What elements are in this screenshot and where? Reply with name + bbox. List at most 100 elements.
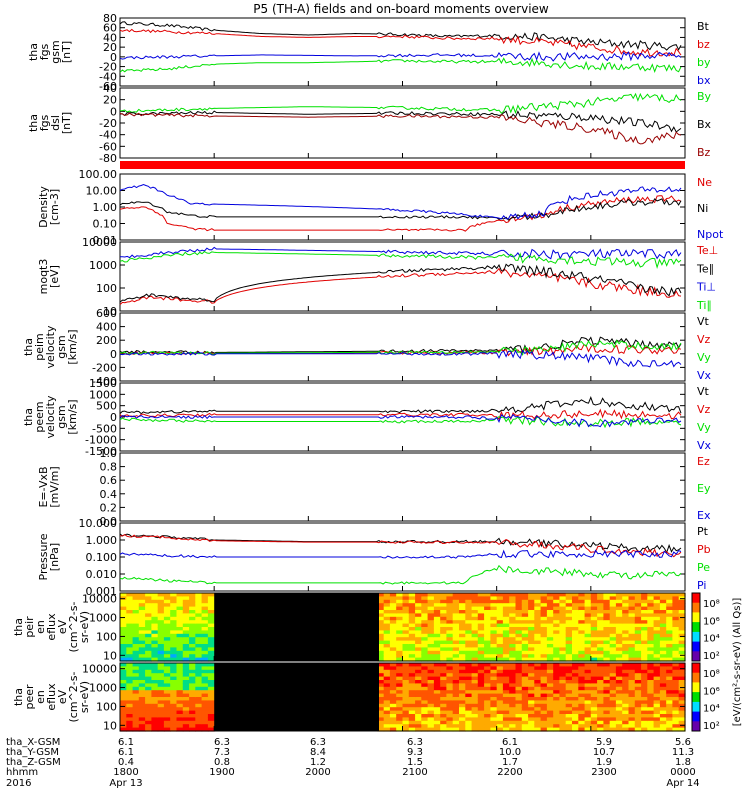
spectrogram-cell xyxy=(132,650,140,655)
spectrogram-cell xyxy=(201,680,209,684)
x-axis-year: 2016 xyxy=(6,778,31,789)
spectrogram-cell xyxy=(609,633,617,638)
spectrogram-cell xyxy=(534,663,542,667)
spectrogram-cell xyxy=(609,683,617,688)
spectrogram-cell xyxy=(377,640,385,645)
spectrogram-cell xyxy=(383,669,391,674)
spectrogram-cell xyxy=(396,724,404,729)
spectrogram-cell xyxy=(163,669,171,674)
spectrogram-cell xyxy=(396,633,404,638)
spectrogram-cell xyxy=(207,630,215,635)
spectrogram-cell xyxy=(415,666,422,671)
spectrogram-cell xyxy=(572,717,579,722)
spectrogram-cell xyxy=(163,640,171,645)
spectrogram-cell xyxy=(546,724,554,729)
spectrogram-cell xyxy=(477,714,485,718)
spectrogram-cell xyxy=(151,623,159,628)
spectrogram-cell xyxy=(590,693,598,698)
spectrogram-cell xyxy=(628,714,636,718)
spectrogram-cell xyxy=(126,606,134,611)
spectrogram-cell xyxy=(415,630,422,635)
spectrogram-cell xyxy=(176,710,184,715)
spectrogram-cell xyxy=(163,693,171,698)
spectrogram-cell xyxy=(521,596,529,601)
series-line xyxy=(119,413,682,428)
spectrogram-cell xyxy=(609,686,617,691)
spectrogram-cell xyxy=(408,680,416,684)
spectrogram-cell xyxy=(377,676,385,681)
spectrogram-cell xyxy=(540,669,548,674)
spectrogram-cell xyxy=(195,720,203,725)
spectrogram-cell xyxy=(396,610,404,614)
spectrogram-cell xyxy=(427,627,435,631)
spectrogram-cell xyxy=(201,720,209,725)
spectrogram-cell xyxy=(622,610,630,614)
spectrogram-cell xyxy=(195,680,203,684)
spectrogram-cell xyxy=(132,673,140,678)
spectrogram-cell xyxy=(427,613,435,618)
spectrogram-cell xyxy=(201,623,209,628)
spectrogram-cell xyxy=(415,657,422,662)
spectrogram-cell xyxy=(597,724,604,729)
spectrogram-cell xyxy=(126,620,134,625)
spectrogram-cell xyxy=(565,703,573,708)
spectrogram-cell xyxy=(484,654,491,659)
spectrogram-cell xyxy=(584,599,592,604)
spectrogram-cell xyxy=(132,697,140,701)
legend-entry: Ex xyxy=(697,509,711,522)
spectrogram-cell xyxy=(553,690,561,695)
spectrogram-cell xyxy=(484,613,491,618)
spectrogram-cell xyxy=(534,603,542,608)
spectrogram-cell xyxy=(452,599,460,604)
spectrogram-cell xyxy=(634,720,642,725)
spectrogram-cell xyxy=(427,599,435,604)
spectrogram-cell xyxy=(446,593,454,597)
spectrogram-cell xyxy=(151,714,159,718)
spectrogram-cell xyxy=(521,663,529,667)
spectrogram-cell xyxy=(597,633,604,638)
spectrogram-cell xyxy=(622,596,630,601)
spectrogram-cell xyxy=(678,686,686,691)
spectrogram-cell xyxy=(666,623,674,628)
spectrogram-cell xyxy=(609,720,617,725)
spectrogram-cell xyxy=(672,693,680,698)
spectrogram-cell xyxy=(383,697,391,701)
spectrogram-cell xyxy=(609,599,617,604)
spectrogram-cell xyxy=(653,673,661,678)
spectrogram-cell xyxy=(465,644,473,648)
spectrogram-cell xyxy=(145,654,152,659)
spectrogram-cell xyxy=(415,703,422,708)
spectrogram-cell xyxy=(201,663,209,667)
spectrogram-cell xyxy=(515,693,523,698)
spectrogram-cell xyxy=(521,676,529,681)
spectrogram-cell xyxy=(182,724,190,729)
spectrogram-cell xyxy=(622,727,630,732)
spectrogram-cell xyxy=(578,720,586,725)
spectrogram-cell xyxy=(647,654,655,659)
spectrogram-cell xyxy=(402,663,410,667)
spectrogram-cell xyxy=(189,623,196,628)
spectrogram-cell xyxy=(389,717,397,722)
legend-entry: Bt xyxy=(697,20,710,33)
spectrogram-cell xyxy=(678,720,686,725)
spectrogram-cell xyxy=(634,620,642,625)
spectrogram-cell xyxy=(377,650,385,655)
spectrogram-cell xyxy=(540,697,548,701)
x-axis-value: 1.5 xyxy=(407,757,423,768)
spectrogram-cell xyxy=(509,697,517,701)
spectrogram-cell xyxy=(653,644,661,648)
spectrogram-cell xyxy=(201,613,209,618)
spectrogram-cell xyxy=(145,650,152,655)
spectrogram-cell xyxy=(176,693,184,698)
spectrogram-cell xyxy=(415,724,422,729)
spectrogram-cell xyxy=(126,633,134,638)
spectrogram-cell xyxy=(377,700,385,705)
spectrogram-cell xyxy=(509,680,517,684)
spectrogram-cell xyxy=(590,673,598,678)
spectrogram-cell xyxy=(465,724,473,729)
legend-entry: Te⊥ xyxy=(696,244,718,257)
spectrogram-cell xyxy=(151,633,159,638)
y-tick-label: -400 xyxy=(92,375,117,388)
y-axis-label: velocity xyxy=(44,325,57,368)
